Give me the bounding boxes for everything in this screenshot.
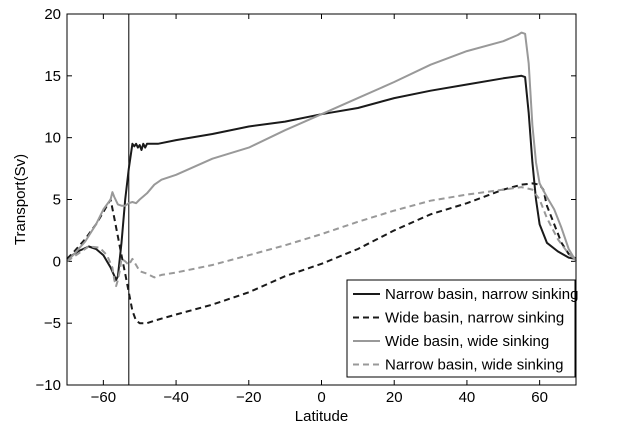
series-line-1 bbox=[66, 74, 577, 281]
y-tick-label: 5 bbox=[53, 192, 61, 209]
legend-label-4: Narrow basin, wide sinking bbox=[385, 357, 563, 374]
y-tick-label: −10 bbox=[36, 377, 61, 394]
plot-frame bbox=[66, 13, 577, 386]
x-tick-label: −40 bbox=[163, 389, 188, 406]
x-axis-label: Latitude bbox=[295, 408, 348, 425]
x-axis-tick-labels: −60 −40 −20 0 20 40 60 bbox=[91, 389, 548, 406]
legend-box bbox=[346, 279, 576, 378]
x-axis-ticks bbox=[102, 14, 541, 385]
x-tick-label: −60 bbox=[91, 389, 116, 406]
legend-items: Narrow basin, narrow sinking Wide basin, … bbox=[353, 286, 578, 374]
series-line-3 bbox=[66, 31, 577, 263]
x-tick-label: −20 bbox=[236, 389, 261, 406]
y-tick-label: −5 bbox=[44, 315, 61, 332]
y-axis-label: Transport(Sv) bbox=[12, 154, 29, 245]
series-line-4 bbox=[66, 186, 577, 288]
y-tick-label: 15 bbox=[44, 68, 61, 85]
legend-label-2: Wide basin, narrow sinking bbox=[385, 310, 564, 327]
x-tick-label: 40 bbox=[459, 389, 476, 406]
y-axis-tick-labels: −10 −5 0 5 10 15 20 bbox=[36, 6, 61, 394]
legend-label-1: Narrow basin, narrow sinking bbox=[385, 286, 578, 303]
x-tick-label: 20 bbox=[386, 389, 403, 406]
y-tick-label: 10 bbox=[44, 130, 61, 147]
legend-label-3: Wide basin, wide sinking bbox=[385, 333, 549, 350]
y-tick-label: 0 bbox=[53, 253, 61, 270]
series-group bbox=[66, 31, 577, 325]
y-tick-label: 20 bbox=[44, 6, 61, 23]
x-tick-label: 60 bbox=[531, 389, 548, 406]
legend: Narrow basin, narrow sinking Wide basin, … bbox=[346, 279, 578, 378]
x-tick-label: 0 bbox=[317, 389, 325, 406]
